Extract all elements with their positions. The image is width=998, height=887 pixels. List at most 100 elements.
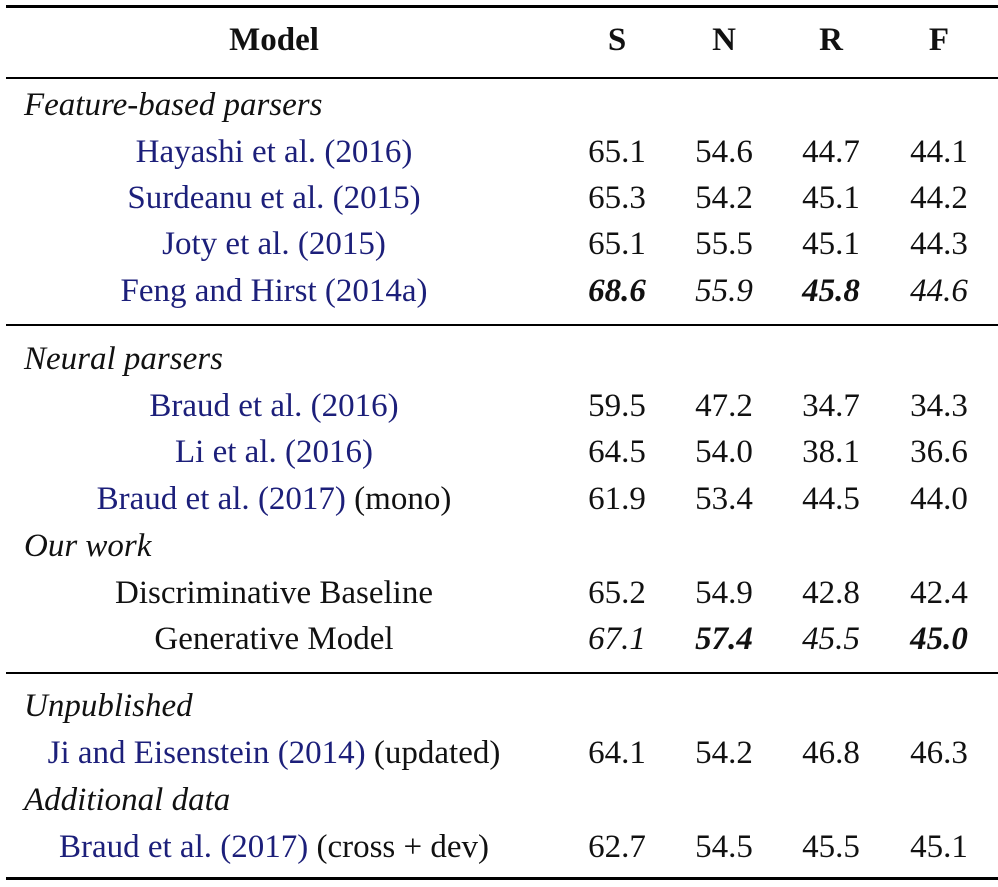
- score-n: 54.6: [695, 134, 753, 170]
- score-n: 47.2: [695, 388, 753, 424]
- top-rule: [6, 5, 998, 8]
- score-s: 65.3: [588, 180, 646, 216]
- model-cell: Hayashi et al. (2016): [6, 129, 542, 175]
- citation-year[interactable]: (2017): [257, 481, 346, 517]
- citation-year[interactable]: (2015): [297, 226, 386, 262]
- score-r: 38.1: [802, 434, 860, 470]
- section-rule: [6, 324, 998, 326]
- citation-year[interactable]: (2016): [284, 434, 373, 470]
- score-s: 59.5: [588, 388, 646, 424]
- table-row: Discriminative Baseline 65.2 54.9 42.8 4…: [6, 570, 998, 616]
- score-s: 65.1: [588, 134, 646, 170]
- bottom-rule: [6, 877, 998, 880]
- score-n: 54.2: [695, 180, 753, 216]
- section-label-our-work: Our work: [6, 523, 998, 569]
- score-f: 44.6: [910, 273, 968, 309]
- score-n: 55.5: [695, 226, 753, 262]
- score-f: 45.0: [910, 621, 968, 657]
- table-row: Generative Model 67.1 57.4 45.5 45.0: [6, 616, 998, 662]
- score-n: 53.4: [695, 481, 753, 517]
- citation-link[interactable]: Braud et al.: [96, 481, 250, 517]
- score-s: 65.2: [588, 575, 646, 611]
- score-r: 45.5: [802, 621, 860, 657]
- table-row: Surdeanu et al. (2015) 65.3 54.2 45.1 44…: [6, 175, 998, 221]
- citation-link[interactable]: Surdeanu et al.: [127, 180, 325, 216]
- section-label: Feature-based parsers: [24, 87, 323, 123]
- score-s: 68.6: [588, 273, 646, 309]
- section-label-neural: Neural parsers: [6, 336, 998, 382]
- table-row: Braud et al. (2017) (mono) 61.9 53.4 44.…: [6, 476, 998, 522]
- score-s: 64.1: [588, 735, 646, 771]
- score-r: 44.5: [802, 481, 860, 517]
- section-label: Additional data: [24, 782, 231, 818]
- model-cell: Feng and Hirst (2014a): [6, 268, 542, 314]
- score-s: 65.1: [588, 226, 646, 262]
- citation-year[interactable]: (2017): [220, 829, 309, 865]
- score-r: 42.8: [802, 575, 860, 611]
- header-model: Model: [229, 22, 319, 58]
- model-name: Discriminative Baseline: [115, 575, 433, 611]
- score-r: 45.1: [802, 180, 860, 216]
- score-f: 44.0: [910, 481, 968, 517]
- section-label-feature-based: Feature-based parsers: [6, 82, 998, 128]
- score-n: 57.4: [695, 621, 753, 657]
- score-r: 45.1: [802, 226, 860, 262]
- score-n: 54.0: [695, 434, 753, 470]
- header-f: F: [928, 22, 950, 58]
- score-f: 44.3: [910, 226, 968, 262]
- citation-year[interactable]: (2014a): [324, 273, 428, 309]
- citation-link[interactable]: Hayashi et al.: [135, 134, 317, 170]
- score-s: 61.9: [588, 481, 646, 517]
- model-cell: Joty et al. (2015): [6, 221, 542, 267]
- score-r: 34.7: [802, 388, 860, 424]
- header-n: N: [712, 22, 736, 58]
- citation-year[interactable]: (2014): [277, 735, 366, 771]
- score-f: 45.1: [910, 829, 968, 865]
- score-f: 44.2: [910, 180, 968, 216]
- score-r: 44.7: [802, 134, 860, 170]
- citation-year[interactable]: (2015): [332, 180, 421, 216]
- citation-link[interactable]: Feng and Hirst: [120, 273, 317, 309]
- model-cell: Braud et al. (2017) (mono): [6, 476, 542, 522]
- table-row: Braud et al. (2017) (cross + dev) 62.7 5…: [6, 824, 998, 870]
- citation-link[interactable]: Li et al.: [175, 434, 277, 470]
- table-row: Hayashi et al. (2016) 65.1 54.6 44.7 44.…: [6, 129, 998, 175]
- score-n: 55.9: [695, 273, 753, 309]
- score-f: 36.6: [910, 434, 968, 470]
- score-f: 34.3: [910, 388, 968, 424]
- score-f: 44.1: [910, 134, 968, 170]
- table-row: Li et al. (2016) 64.5 54.0 38.1 36.6: [6, 429, 998, 475]
- model-cell: Braud et al. (2016): [6, 383, 542, 429]
- model-suffix: (updated): [373, 735, 501, 771]
- results-table: Model S N R F Feature-based parsers Haya…: [6, 0, 998, 887]
- header-row: Model S N R F: [6, 17, 998, 63]
- score-r: 46.8: [802, 735, 860, 771]
- section-label-unpublished: Unpublished: [6, 683, 998, 729]
- table-row: Feng and Hirst (2014a) 68.6 55.9 45.8 44…: [6, 268, 998, 314]
- citation-link[interactable]: Joty et al.: [162, 226, 290, 262]
- score-n: 54.2: [695, 735, 753, 771]
- model-name: Generative Model: [154, 621, 394, 657]
- section-label: Our work: [24, 528, 152, 564]
- section-label: Neural parsers: [24, 341, 223, 377]
- section-label: Unpublished: [24, 688, 193, 724]
- citation-link[interactable]: Ji and Eisenstein: [47, 735, 270, 771]
- table-row: Ji and Eisenstein (2014) (updated) 64.1 …: [6, 730, 998, 776]
- header-rule: [6, 77, 998, 79]
- citation-year[interactable]: (2016): [324, 134, 413, 170]
- model-cell: Ji and Eisenstein (2014) (updated): [6, 730, 542, 776]
- score-f: 42.4: [910, 575, 968, 611]
- table-row: Braud et al. (2016) 59.5 47.2 34.7 34.3: [6, 383, 998, 429]
- model-suffix: (cross + dev): [316, 829, 490, 865]
- citation-link[interactable]: Braud et al.: [58, 829, 212, 865]
- model-suffix: (mono): [354, 481, 452, 517]
- model-cell: Braud et al. (2017) (cross + dev): [6, 824, 542, 870]
- citation-year[interactable]: (2016): [310, 388, 399, 424]
- score-s: 62.7: [588, 829, 646, 865]
- header-r: R: [819, 22, 843, 58]
- section-rule: [6, 672, 998, 674]
- score-f: 46.3: [910, 735, 968, 771]
- score-n: 54.9: [695, 575, 753, 611]
- citation-link[interactable]: Braud et al.: [149, 388, 303, 424]
- model-cell: Li et al. (2016): [6, 429, 542, 475]
